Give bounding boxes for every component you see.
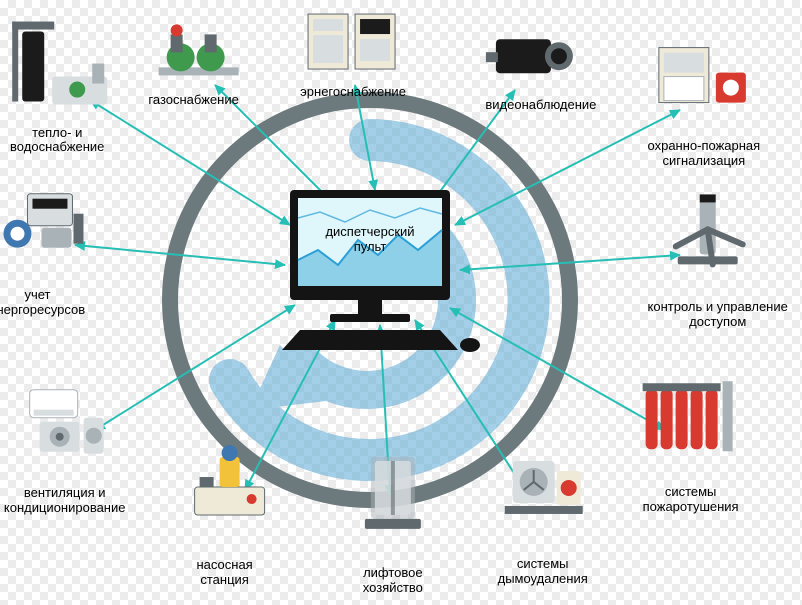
node-label-smoke: системы дымоудаления (458, 557, 628, 587)
node-label-uchet: учет энергоресурсов (0, 288, 122, 318)
node-ops: охранно-пожарная сигнализация (619, 139, 789, 169)
node-icon-gaz (159, 24, 239, 75)
node-label-fire: системы пожаротушения (606, 485, 776, 515)
node-icon-hvac (30, 390, 104, 454)
node-icon-teplo (12, 22, 107, 105)
node-label-video: видеонаблюдение (456, 98, 626, 113)
node-gaz: газоснабжение (109, 93, 279, 108)
node-smoke: системы дымоудаления (458, 557, 628, 587)
node-lift: лифтовое хозяйство (308, 566, 478, 596)
node-icon-video (486, 39, 573, 73)
node-uchet: учет энергоресурсов (0, 288, 122, 318)
node-label-skud: контроль и управление доступом (633, 300, 802, 330)
node-energo: эрнегоснабжение (268, 85, 438, 100)
node-icon-skud (676, 194, 743, 264)
node-label-lift: лифтовое хозяйство (308, 566, 478, 596)
node-icon-lift (365, 457, 421, 529)
node-label-ops: охранно-пожарная сигнализация (619, 139, 789, 169)
node-teplo: тепло- и водоснабжение (0, 126, 142, 156)
node-label-energo: эрнегоснабжение (268, 85, 438, 100)
node-label-pump: насосная станция (140, 558, 310, 588)
node-label-hvac: вентиляция и кондиционирование (0, 486, 150, 516)
node-icon-fire (643, 381, 733, 451)
node-icon-smoke (505, 461, 583, 514)
node-icon-energo (308, 14, 395, 69)
node-pump: насосная станция (140, 558, 310, 588)
node-label-gaz: газоснабжение (109, 93, 279, 108)
node-icon-uchet (3, 194, 83, 248)
diagram-canvas: диспетчерский пульт тепло- и водоснабжен… (0, 0, 802, 605)
node-label-teplo: тепло- и водоснабжение (0, 126, 142, 156)
node-fire: системы пожаротушения (606, 485, 776, 515)
node-hvac: вентиляция и кондиционирование (0, 486, 150, 516)
node-icon-ops (659, 48, 746, 103)
node-skud: контроль и управление доступом (633, 300, 802, 330)
center-label: диспетчерский пульт (318, 225, 422, 255)
node-video: видеонаблюдение (456, 98, 626, 113)
